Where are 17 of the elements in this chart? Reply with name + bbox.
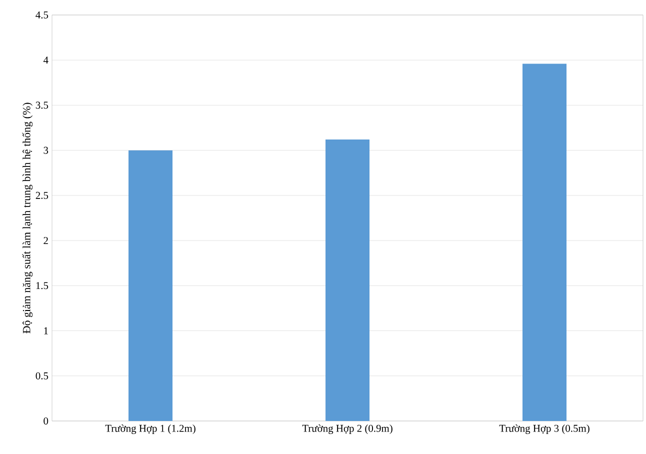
y-tick-label: 0.5 (36, 372, 48, 380)
x-tick-label: Trường Hợp 2 (0.9m) (302, 424, 392, 434)
y-tick-label: 3.5 (36, 102, 48, 109)
x-tick-label: Trường Hợp 3 (0.5m) (499, 424, 590, 434)
y-tick-label: 2.5 (36, 192, 48, 199)
y-tick-label: 1 (44, 327, 48, 334)
y-tick-label: 3 (44, 146, 48, 154)
y-tick-label: 1.5 (36, 282, 48, 290)
y-tick-label: 0 (44, 417, 48, 425)
y-axis-title: Độ giảm năng suất làm lạnh trung bình hệ thống (%) (22, 102, 33, 334)
y-tick-label: 4.5 (36, 11, 48, 18)
x-tick-label: Trường Hợp 1 (1.2m) (105, 424, 196, 434)
bar (128, 150, 173, 421)
y-tick-label: 2 (44, 237, 48, 244)
y-tick-label: 4 (43, 56, 48, 64)
bar (326, 139, 370, 421)
bar (522, 64, 567, 421)
